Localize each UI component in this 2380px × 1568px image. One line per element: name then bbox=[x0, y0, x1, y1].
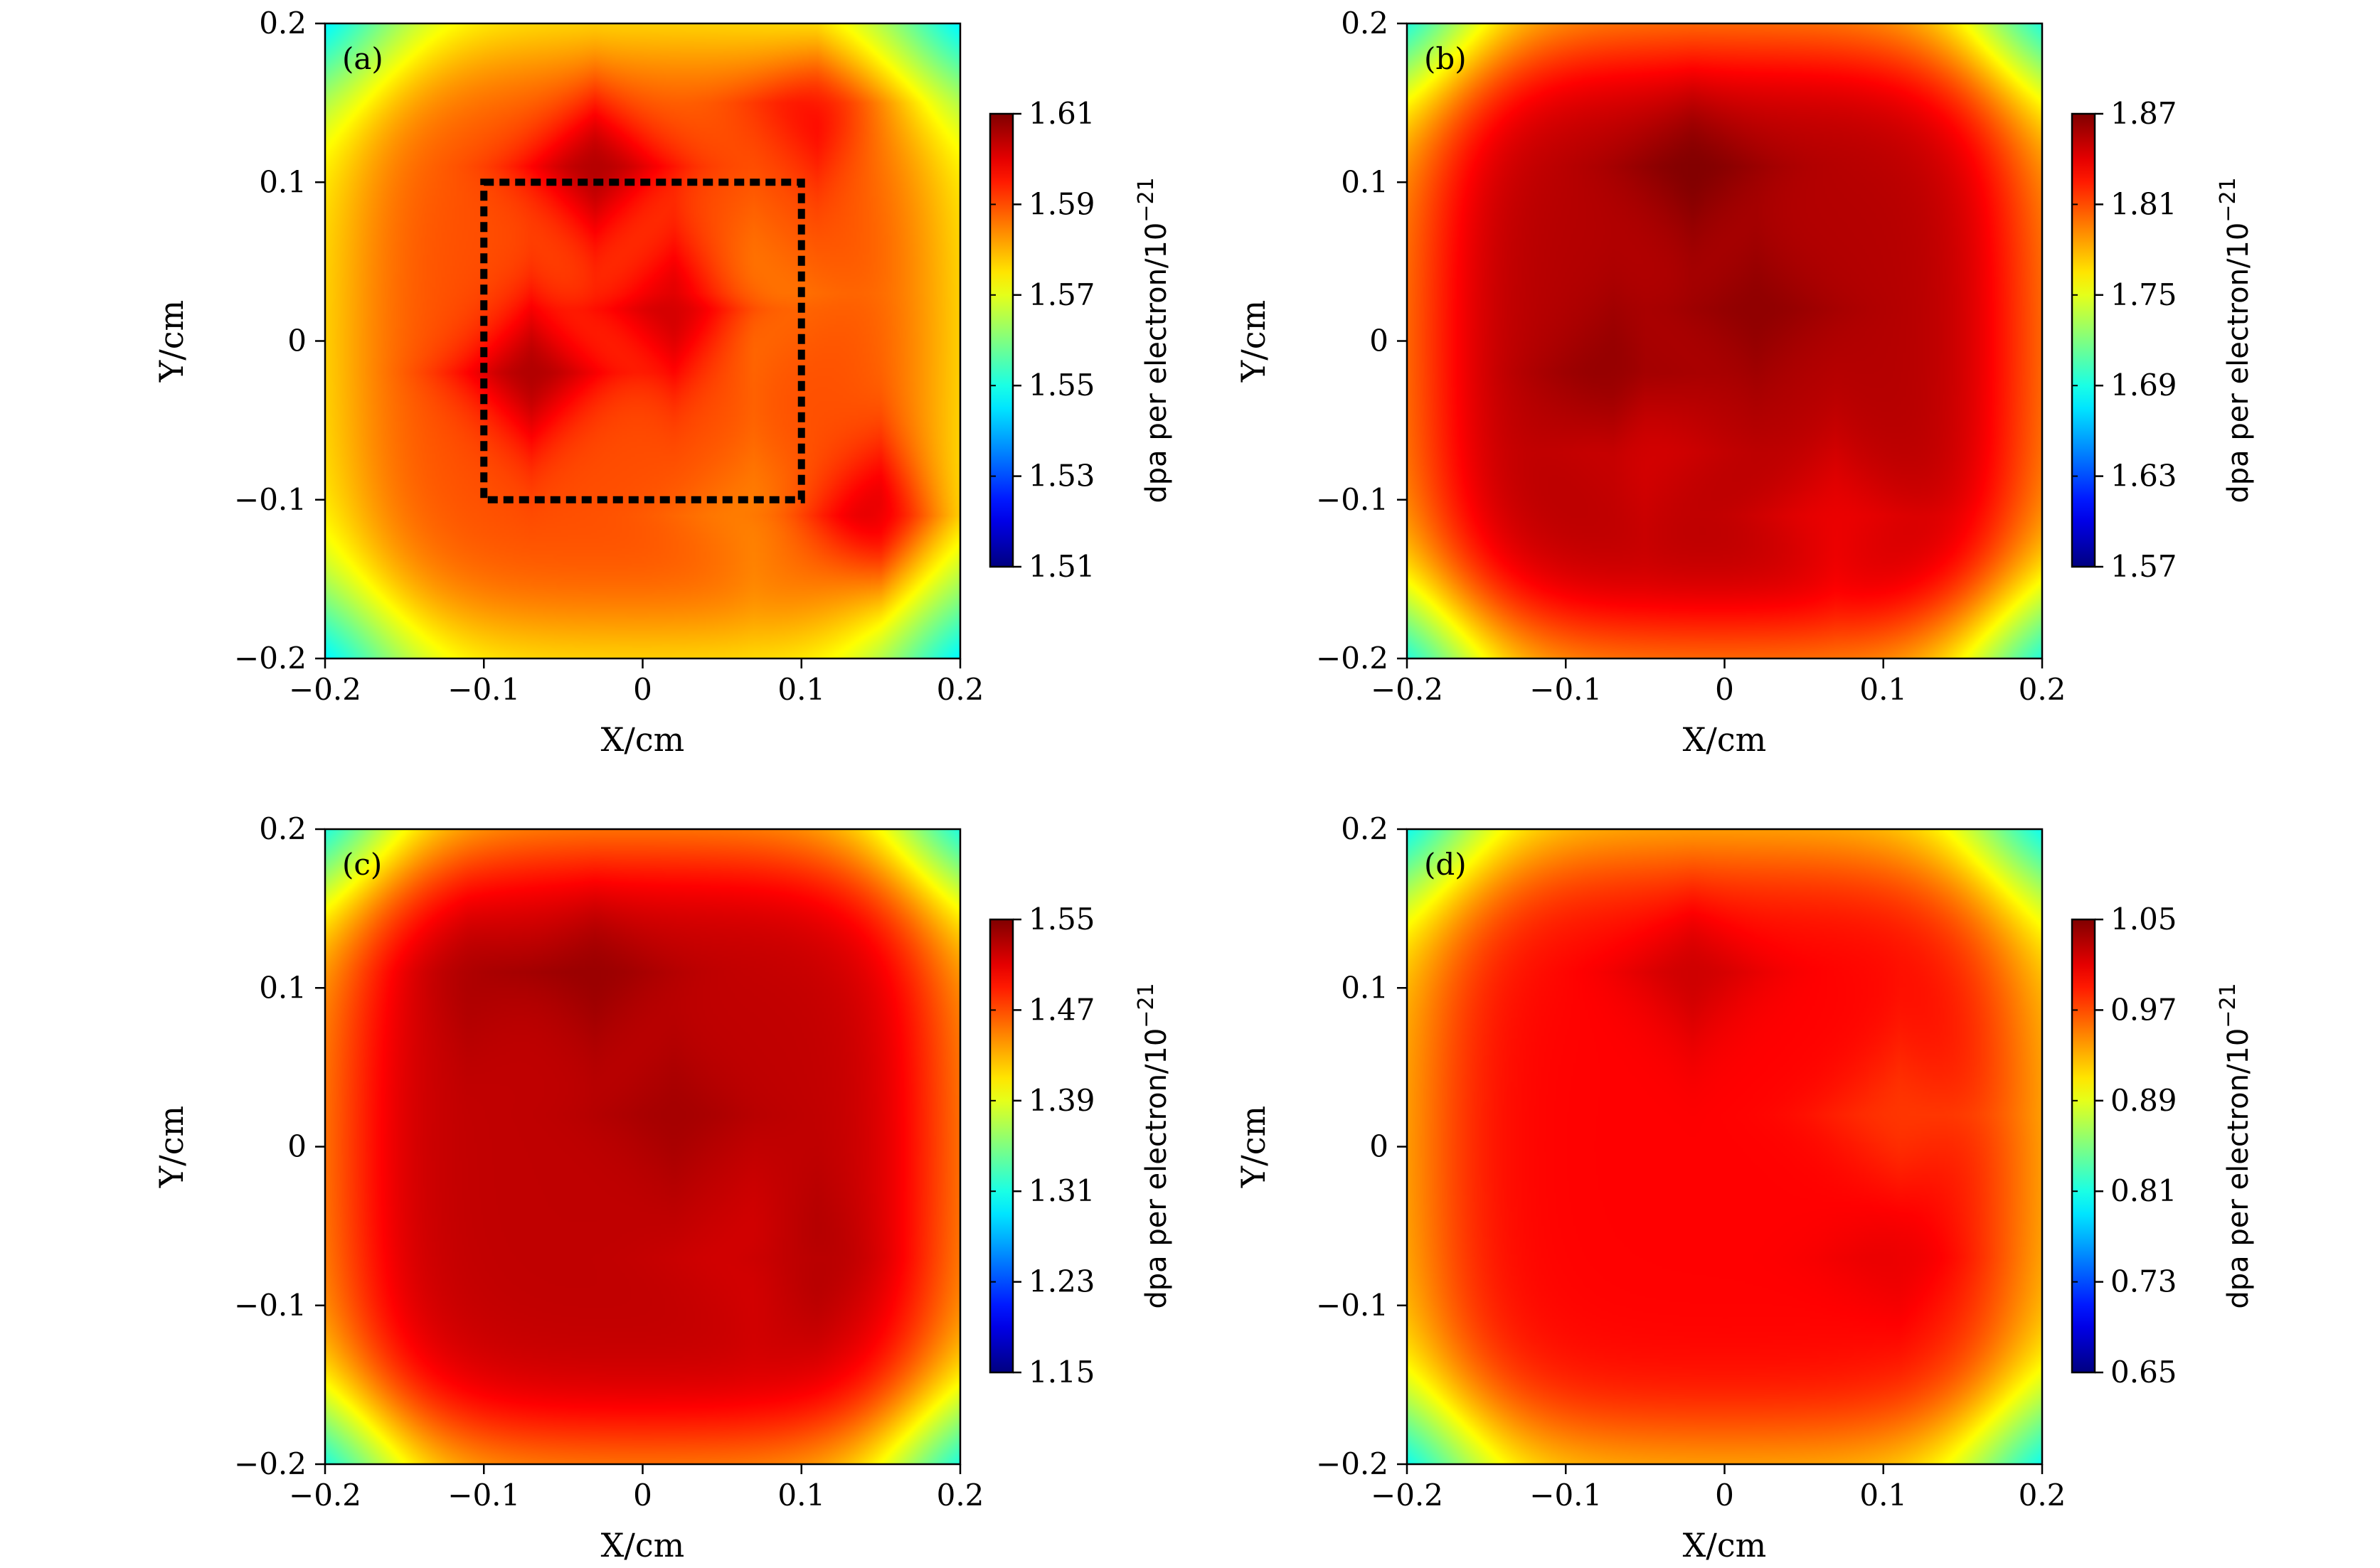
colorbar-tick-label: 1.55 bbox=[1029, 368, 1095, 402]
y-axis-label: Y/cm bbox=[1234, 1106, 1273, 1188]
x-tick-label: 0.2 bbox=[937, 672, 984, 707]
panel-c: −0.2−0.2 −0.1 −0.1 0 0 0.1 0.1 0.2 0.2 X/cm Y/cm (c… bbox=[152, 811, 1173, 1564]
y-tick-label: −0.1 bbox=[1316, 482, 1388, 517]
x-axis-label: X/cm bbox=[1683, 720, 1767, 759]
y-tick-label: −0.2 bbox=[234, 641, 307, 676]
y-tick-label: 0.2 bbox=[1341, 6, 1388, 41]
colorbar-tick-label: 1.81 bbox=[2110, 186, 2177, 221]
x-tick-label: −0.1 bbox=[1529, 672, 1602, 707]
y-tick-label: 0 bbox=[287, 1129, 307, 1164]
y-tick-label: 0.1 bbox=[1341, 164, 1388, 199]
colorbar-tick-label: 1.69 bbox=[2110, 368, 2177, 402]
colorbar-tick-label: 1.57 bbox=[1029, 277, 1095, 312]
x-tick-label: 0.1 bbox=[777, 1478, 825, 1513]
colorbar-label: dpa per electron/10−21 bbox=[1134, 177, 1173, 503]
panel-label: (a) bbox=[342, 41, 383, 76]
colorbar-tick-label: 1.75 bbox=[2110, 277, 2177, 312]
colorbar-label: dpa per electron/10−21 bbox=[2216, 983, 2255, 1308]
x-tick-label: 0 bbox=[1715, 1478, 1734, 1513]
heatmap-image bbox=[1407, 23, 2042, 658]
panel-b: −0.2−0.2 −0.1 −0.1 0 0 0.1 0.1 0.2 0.2 X/cm Y/cm (b… bbox=[1234, 6, 2255, 759]
colorbar-frame bbox=[2071, 112, 2096, 568]
y-tick-label: 0.1 bbox=[259, 970, 307, 1005]
colorbar-tick-label: 1.05 bbox=[2110, 902, 2177, 937]
x-tick-label: 0.2 bbox=[937, 1478, 984, 1513]
y-tick-label: −0.1 bbox=[234, 482, 307, 517]
x-tick-label: 0 bbox=[633, 1478, 652, 1513]
panel-label: (b) bbox=[1424, 41, 1467, 76]
colorbar bbox=[990, 919, 1013, 1372]
colorbar bbox=[2072, 919, 2095, 1372]
colorbar-tick-label: 1.31 bbox=[1029, 1173, 1095, 1208]
x-tick-label: 0 bbox=[1715, 672, 1734, 707]
heatmap-image bbox=[325, 23, 960, 658]
y-tick-label: −0.2 bbox=[234, 1446, 307, 1481]
colorbar-tick-label: 1.51 bbox=[1029, 549, 1095, 584]
y-tick-label: 0.2 bbox=[259, 6, 307, 41]
x-tick-label: −0.2 bbox=[1371, 1478, 1443, 1513]
x-tick-label: 0.1 bbox=[1859, 672, 1907, 707]
colorbar-tick-label: 0.89 bbox=[2110, 1083, 2177, 1118]
y-tick-label: −0.1 bbox=[234, 1288, 307, 1323]
colorbar-tick-label: 1.63 bbox=[2110, 459, 2177, 494]
x-tick-label: 0.2 bbox=[2019, 672, 2066, 707]
panel-label: (c) bbox=[342, 847, 382, 882]
x-tick-label: 0.1 bbox=[777, 672, 825, 707]
x-tick-label: 0.2 bbox=[2019, 1478, 2066, 1513]
colorbar-tick-label: 1.87 bbox=[2110, 96, 2177, 131]
heatmap-image bbox=[1407, 829, 2042, 1464]
panel-a: −0.2−0.2 −0.1 −0.1 0 0 0.1 0.1 0.2 0.2 X/cm Y/cm (a… bbox=[152, 6, 1173, 759]
heatmap-image bbox=[325, 829, 960, 1464]
colorbar bbox=[2072, 114, 2095, 567]
y-tick-label: 0.1 bbox=[259, 164, 307, 199]
colorbar-frame bbox=[989, 112, 1014, 568]
colorbar-tick-label: 0.65 bbox=[2110, 1355, 2177, 1390]
x-axis-label: X/cm bbox=[601, 1526, 685, 1564]
colorbar-tick-label: 1.39 bbox=[1029, 1083, 1095, 1118]
colorbar-tick-label: 1.59 bbox=[1029, 186, 1095, 221]
panel-label: (d) bbox=[1424, 847, 1467, 882]
x-tick-label: −0.1 bbox=[447, 672, 520, 707]
region-box bbox=[480, 178, 805, 503]
y-tick-label: −0.1 bbox=[1316, 1288, 1388, 1323]
colorbar-tick-label: 0.73 bbox=[2110, 1264, 2177, 1299]
colorbar-tick-label: 1.61 bbox=[1029, 96, 1095, 131]
y-tick-label: 0.2 bbox=[1341, 811, 1388, 846]
x-tick-label: 0 bbox=[633, 672, 652, 707]
colorbar-tick-label: 0.81 bbox=[2110, 1173, 2177, 1208]
y-tick-label: 0.2 bbox=[259, 811, 307, 846]
y-tick-label: 0.1 bbox=[1341, 970, 1388, 1005]
colorbar-tick-label: 1.15 bbox=[1029, 1355, 1095, 1390]
y-axis-label: Y/cm bbox=[1234, 300, 1273, 383]
y-tick-label: −0.2 bbox=[1316, 1446, 1388, 1481]
panel-d: −0.2−0.2 −0.1 −0.1 0 0 0.1 0.1 0.2 0.2 X/cm Y/cm (d… bbox=[1234, 811, 2255, 1564]
y-tick-label: 0 bbox=[1369, 324, 1388, 358]
x-tick-label: −0.1 bbox=[447, 1478, 520, 1513]
x-tick-label: −0.2 bbox=[289, 672, 361, 707]
x-tick-label: −0.2 bbox=[1371, 672, 1443, 707]
colorbar-frame bbox=[989, 918, 1014, 1374]
x-tick-label: 0.1 bbox=[1859, 1478, 1907, 1513]
colorbar-label: dpa per electron/10−21 bbox=[1134, 983, 1173, 1308]
colorbar-tick-label: 1.23 bbox=[1029, 1264, 1095, 1299]
colorbar-tick-label: 1.47 bbox=[1029, 992, 1095, 1027]
colorbar bbox=[990, 114, 1013, 567]
colorbar-tick-label: 1.53 bbox=[1029, 459, 1095, 494]
x-tick-label: −0.1 bbox=[1529, 1478, 1602, 1513]
y-axis-label: Y/cm bbox=[152, 1106, 191, 1188]
x-axis-label: X/cm bbox=[1683, 1526, 1767, 1564]
colorbar-tick-label: 1.57 bbox=[2110, 549, 2177, 584]
y-tick-label: 0 bbox=[1369, 1129, 1388, 1164]
y-tick-label: −0.2 bbox=[1316, 641, 1388, 676]
colorbar-label: dpa per electron/10−21 bbox=[2216, 177, 2255, 503]
x-tick-label: −0.2 bbox=[289, 1478, 361, 1513]
colorbar-tick-label: 1.55 bbox=[1029, 902, 1095, 937]
x-axis-label: X/cm bbox=[601, 720, 685, 759]
colorbar-frame bbox=[2071, 918, 2096, 1374]
y-tick-label: 0 bbox=[287, 324, 307, 358]
y-axis-label: Y/cm bbox=[152, 300, 191, 383]
colorbar-tick-label: 0.97 bbox=[2110, 992, 2177, 1027]
